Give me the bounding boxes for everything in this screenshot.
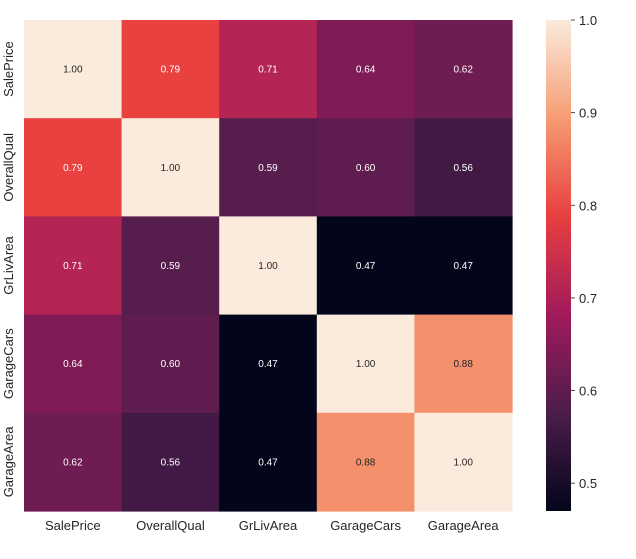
- cell-value-label: 0.79: [161, 65, 181, 76]
- cell-value-label: 0.88: [453, 359, 473, 370]
- x-tick-label: GarageArea: [428, 518, 500, 533]
- cell-value-label: 0.71: [63, 261, 83, 272]
- cell-value-label: 1.00: [161, 163, 181, 174]
- cell-value-label: 0.47: [258, 457, 278, 468]
- heatmap-cell: [316, 216, 415, 316]
- colorbar-tick-labels: 0.5 0.6 0.7 0.8 0.9 1.0: [571, 13, 597, 491]
- heatmap-cell: [414, 20, 513, 119]
- x-tick-label: OverallQual: [136, 518, 205, 533]
- cell-value-label: 0.59: [258, 163, 278, 174]
- cell-value-label: 1.00: [356, 359, 376, 370]
- cell-value-label: 0.59: [161, 261, 181, 272]
- heatmap-cell: [24, 20, 123, 119]
- y-tick-label: GrLivArea: [1, 235, 16, 294]
- colorbar-tick-label: 0.5: [579, 476, 597, 491]
- colorbar-tick-label: 0.8: [579, 198, 597, 213]
- heatmap-cell: [121, 412, 220, 512]
- heatmap-cell: [24, 314, 123, 414]
- heatmap-cell: [121, 314, 220, 414]
- colorbar: [546, 20, 571, 511]
- cell-value-label: 0.56: [161, 457, 181, 468]
- cell-value-label: 0.47: [258, 359, 278, 370]
- cell-value-label: 0.64: [63, 359, 83, 370]
- cell-value-label: 0.62: [63, 457, 83, 468]
- heatmap-cell: [219, 216, 318, 316]
- y-tick-label: SalePrice: [1, 41, 16, 97]
- x-tick-label: SalePrice: [45, 518, 101, 533]
- cell-value-label: 0.64: [356, 65, 376, 76]
- y-tick-label: GarageArea: [1, 426, 16, 498]
- colorbar-tick-label: 0.7: [579, 291, 597, 306]
- cell-value-label: 0.71: [258, 65, 278, 76]
- cell-value-label: 0.88: [356, 457, 376, 468]
- heatmap-cell: [219, 412, 318, 512]
- cell-value-label: 0.47: [453, 261, 473, 272]
- heatmap-cell: [24, 118, 123, 217]
- cell-value-label: 0.62: [453, 65, 473, 76]
- heatmap-cell: [414, 216, 513, 316]
- x-tick-label: GarageCars: [330, 518, 401, 533]
- colorbar-tick-label: 0.9: [579, 106, 597, 121]
- heatmap-cell: [414, 314, 513, 414]
- colorbar-tick-label: 1.0: [579, 13, 597, 28]
- cell-value-label: 1.00: [258, 261, 278, 272]
- y-tick-label: OverallQual: [1, 133, 16, 202]
- y-tick-label: GarageCars: [1, 328, 16, 399]
- heatmap-cell: [316, 314, 415, 414]
- cell-value-label: 1.00: [453, 457, 473, 468]
- cell-value-label: 0.60: [161, 359, 181, 370]
- heatmap-cells: 1.00 0.79 0.71 0.64 0.62 0.79 1.00 0.59 0.60 0.56…: [24, 20, 513, 512]
- heatmap-cell: [414, 118, 513, 217]
- cell-value-label: 0.60: [356, 163, 376, 174]
- heatmap-cell: [121, 118, 220, 217]
- heatmap-cell: [219, 314, 318, 414]
- heatmap-cell: [24, 216, 123, 316]
- y-axis-tick-labels: SalePrice OverallQual GrLivArea GarageCars G…: [1, 41, 16, 497]
- heatmap-cell: [316, 118, 415, 217]
- cell-value-label: 0.79: [63, 163, 83, 174]
- heatmap-cell: [121, 20, 220, 119]
- heatmap-cell: [316, 20, 415, 119]
- heatmap-cell: [219, 118, 318, 217]
- cell-value-label: 0.47: [356, 261, 376, 272]
- heatmap-cell: [219, 20, 318, 119]
- cell-value-label: 1.00: [63, 65, 83, 76]
- heatmap-cell: [414, 412, 513, 512]
- x-axis-tick-labels: SalePrice OverallQual GrLivArea GarageCars G…: [45, 518, 499, 533]
- colorbar-tick-label: 0.6: [579, 384, 597, 399]
- heatmap-cell: [316, 412, 415, 512]
- cell-value-label: 0.56: [453, 163, 473, 174]
- heatmap-cell: [121, 216, 220, 316]
- x-tick-label: GrLivArea: [239, 518, 298, 533]
- heatmap-cell: [24, 412, 123, 512]
